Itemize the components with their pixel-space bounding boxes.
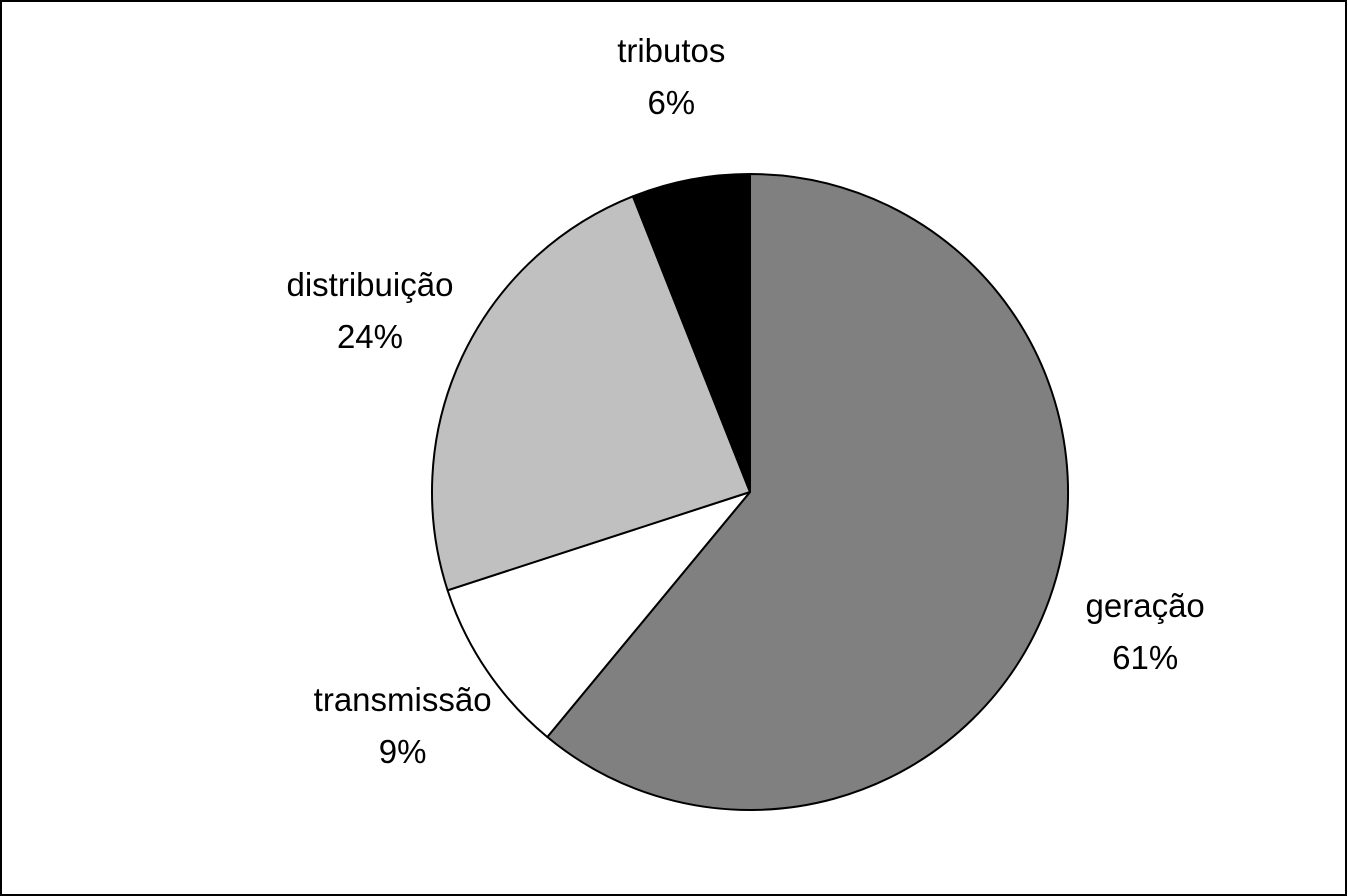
pie-slice (631, 173, 751, 493)
slice-value-label: 24% (337, 318, 403, 355)
slice-value-label: 61% (1112, 639, 1178, 676)
slice-label: transmissão (314, 681, 492, 718)
slice-label: geração (1086, 587, 1205, 624)
slice-value-label: 9% (379, 733, 427, 770)
slice-value-label: 6% (647, 84, 695, 121)
pie-slice (431, 195, 751, 592)
slice-label: distribuição (287, 266, 454, 303)
pie-slice (446, 491, 751, 739)
slice-label: tributos (617, 32, 725, 69)
pie-slice (546, 173, 1069, 811)
